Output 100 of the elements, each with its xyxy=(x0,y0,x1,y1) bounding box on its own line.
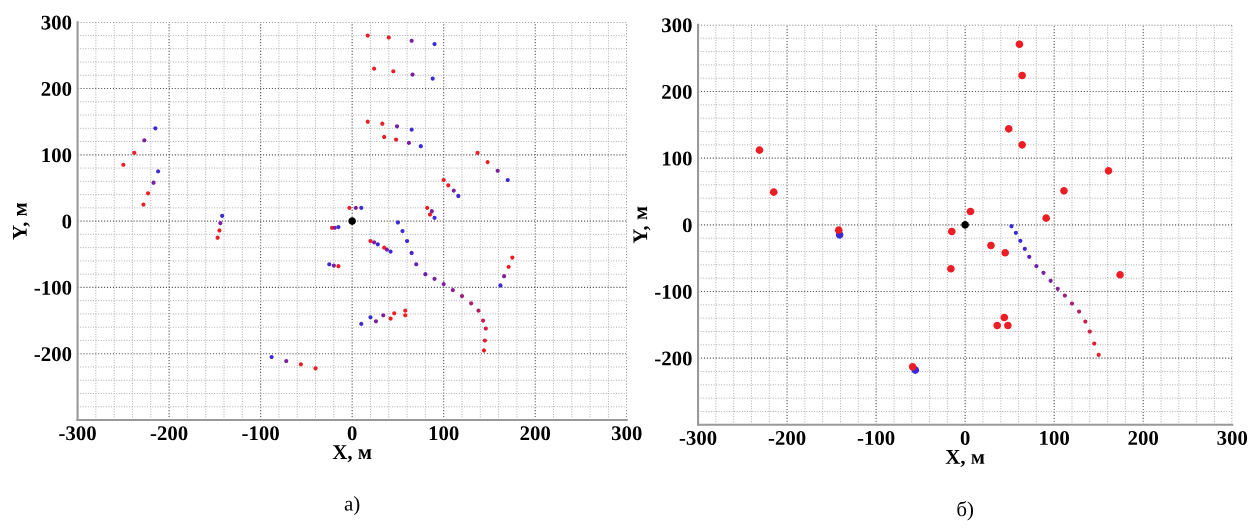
point xyxy=(1022,246,1027,251)
y-tick-label: -100 xyxy=(34,280,72,295)
point xyxy=(1042,214,1050,222)
point xyxy=(446,183,451,188)
x-tick-label: 100 xyxy=(429,426,459,441)
point xyxy=(365,33,370,38)
y-tick-label: 200 xyxy=(41,81,72,96)
point xyxy=(834,226,843,234)
x-tick-label: 200 xyxy=(520,426,551,441)
point xyxy=(382,134,387,139)
point xyxy=(121,162,126,167)
point xyxy=(386,35,391,40)
point xyxy=(961,221,969,229)
point xyxy=(506,264,511,269)
text: а) xyxy=(344,496,360,515)
x-axis-title: X, м xyxy=(332,445,372,463)
point xyxy=(1001,249,1010,257)
point xyxy=(400,228,405,234)
point xyxy=(480,318,486,323)
point xyxy=(1062,293,1067,298)
point xyxy=(450,287,455,293)
x-tick-label: -300 xyxy=(679,430,717,445)
point xyxy=(1092,341,1097,346)
y-tick-label: 300 xyxy=(41,15,72,30)
point xyxy=(755,146,764,154)
x-tick-label: -100 xyxy=(857,430,895,445)
point xyxy=(469,301,474,306)
y-tick-label: 200 xyxy=(662,84,692,99)
point xyxy=(1034,264,1039,269)
x-tick-label: -100 xyxy=(242,426,279,441)
point xyxy=(1060,187,1068,195)
point xyxy=(1087,329,1092,334)
y-axis-title: Y, м xyxy=(633,206,651,244)
x-tick-label: -300 xyxy=(59,426,96,441)
point xyxy=(1004,125,1013,133)
x-tick-label: 100 xyxy=(1040,430,1070,445)
y-tick-label: -100 xyxy=(655,284,692,299)
point xyxy=(1077,309,1082,314)
x-axis-title: X, м xyxy=(945,450,985,467)
point xyxy=(1041,270,1046,275)
point xyxy=(380,121,385,126)
point xyxy=(1018,71,1026,80)
point xyxy=(908,362,917,371)
x-tick-label: 0 xyxy=(960,430,970,445)
point xyxy=(1015,40,1024,48)
point xyxy=(1104,167,1113,175)
point xyxy=(1009,224,1014,229)
point xyxy=(404,238,410,244)
point xyxy=(441,177,446,183)
point xyxy=(1000,313,1009,322)
point xyxy=(947,265,955,273)
point xyxy=(395,220,401,225)
point xyxy=(1013,230,1018,235)
y-tick-label: 300 xyxy=(662,18,692,33)
y-tick-label: 0 xyxy=(62,214,72,229)
point xyxy=(365,119,370,124)
x-tick-label: -200 xyxy=(768,430,806,445)
point xyxy=(403,308,408,313)
x-tick-label: 0 xyxy=(347,426,357,441)
y-tick-label: 0 xyxy=(682,218,692,233)
point xyxy=(132,150,137,155)
point xyxy=(947,227,956,236)
x-tick-label: 200 xyxy=(1128,430,1159,445)
point xyxy=(141,202,146,207)
x-tick-label: 300 xyxy=(611,426,642,441)
point xyxy=(372,66,377,71)
point xyxy=(1004,321,1012,330)
y-axis-title: Y, м xyxy=(12,202,30,240)
point xyxy=(313,366,318,371)
point xyxy=(475,150,480,155)
point xyxy=(1055,286,1060,291)
point xyxy=(485,160,490,165)
point xyxy=(409,250,414,256)
point xyxy=(298,362,303,367)
y-tick-label: -200 xyxy=(655,351,692,366)
point xyxy=(483,326,488,331)
point xyxy=(993,321,1001,330)
point xyxy=(1116,271,1124,279)
point xyxy=(1027,254,1032,259)
point xyxy=(1069,301,1075,306)
y-tick-label: 100 xyxy=(42,148,72,163)
point xyxy=(423,272,428,277)
point xyxy=(966,207,975,216)
point xyxy=(482,338,487,343)
y-tick-label: -200 xyxy=(34,347,72,362)
point xyxy=(391,69,396,74)
point xyxy=(769,188,778,196)
text: б) xyxy=(957,501,973,521)
point xyxy=(1048,278,1053,283)
point xyxy=(414,262,419,267)
point xyxy=(987,241,995,250)
point xyxy=(1018,141,1026,149)
point xyxy=(392,311,397,316)
point xyxy=(145,191,151,196)
x-tick-label: 300 xyxy=(1217,430,1248,445)
point xyxy=(403,313,408,318)
y-tick-label: 100 xyxy=(662,151,692,166)
point xyxy=(1018,238,1023,243)
point xyxy=(348,217,356,225)
point xyxy=(425,205,430,210)
